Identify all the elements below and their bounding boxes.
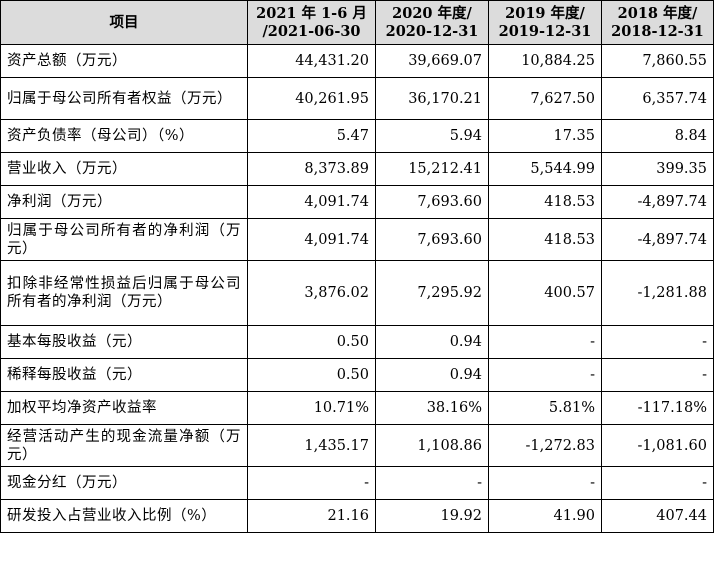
table-row: 经营活动产生的现金流量净额（万元） 1,435.17 1,108.86 -1,2… xyxy=(0,424,714,467)
row-value: 5.94 xyxy=(375,119,489,153)
row-value: 418.53 xyxy=(488,185,602,219)
row-value: 17.35 xyxy=(488,119,602,153)
table-row: 加权平均净资产收益率 10.71% 38.16% 5.81% -117.18% xyxy=(0,391,714,425)
row-value: 7,693.60 xyxy=(375,218,489,261)
table-row: 基本每股收益（元） 0.50 0.94 - - xyxy=(0,325,714,359)
row-value: - xyxy=(247,466,376,500)
header-item: 项目 xyxy=(0,0,248,45)
financial-indicators-table: 项目 2021 年 1-6 月 /2021-06-30 2020 年度/ 202… xyxy=(0,0,714,533)
row-value: -4,897.74 xyxy=(601,218,714,261)
row-value: -1,081.60 xyxy=(601,424,714,467)
row-value: 0.94 xyxy=(375,358,489,392)
header-2019: 2019 年度/ 2019-12-31 xyxy=(488,0,602,45)
row-value: 400.57 xyxy=(488,260,602,326)
row-value: - xyxy=(488,466,602,500)
row-value: 7,627.50 xyxy=(488,77,602,120)
row-value: 7,295.92 xyxy=(375,260,489,326)
row-value: 15,212.41 xyxy=(375,152,489,186)
row-value: 8.84 xyxy=(601,119,714,153)
row-label: 归属于母公司所有者的净利润（万元） xyxy=(0,218,248,261)
row-value: 5.81% xyxy=(488,391,602,425)
row-value: 39,669.07 xyxy=(375,44,489,78)
table-row: 扣除非经常性损益后归属于母公司所有者的净利润（万元） 3,876.02 7,29… xyxy=(0,260,714,326)
row-label: 经营活动产生的现金流量净额（万元） xyxy=(0,424,248,467)
table-row: 研发投入占营业收入比例（%） 21.16 19.92 41.90 407.44 xyxy=(0,499,714,533)
table-body: 资产总额（万元） 44,431.20 39,669.07 10,884.25 7… xyxy=(0,44,714,533)
table-row: 营业收入（万元） 8,373.89 15,212.41 5,544.99 399… xyxy=(0,152,714,186)
table-row: 资产总额（万元） 44,431.20 39,669.07 10,884.25 7… xyxy=(0,44,714,78)
table-row: 归属于母公司所有者权益（万元） 40,261.95 36,170.21 7,62… xyxy=(0,77,714,120)
header-row: 项目 2021 年 1-6 月 /2021-06-30 2020 年度/ 202… xyxy=(0,0,714,45)
row-value: 0.50 xyxy=(247,325,376,359)
row-label: 稀释每股收益（元） xyxy=(0,358,248,392)
row-value: - xyxy=(601,466,714,500)
row-value: - xyxy=(488,358,602,392)
row-value: 0.94 xyxy=(375,325,489,359)
row-value: 5,544.99 xyxy=(488,152,602,186)
header-line1: 2021 年 1-6 月 xyxy=(256,4,367,22)
header-line2: 2020-12-31 xyxy=(385,22,479,40)
row-value: 407.44 xyxy=(601,499,714,533)
header-line2: /2021-06-30 xyxy=(262,22,361,40)
header-line1: 2018 年度/ xyxy=(617,4,698,22)
row-label: 归属于母公司所有者权益（万元） xyxy=(0,77,248,120)
row-value: 10,884.25 xyxy=(488,44,602,78)
row-value: 1,435.17 xyxy=(247,424,376,467)
row-value: 8,373.89 xyxy=(247,152,376,186)
row-value: 0.50 xyxy=(247,358,376,392)
row-value: - xyxy=(601,325,714,359)
row-value: - xyxy=(375,466,489,500)
row-label: 净利润（万元） xyxy=(0,185,248,219)
header-2018: 2018 年度/ 2018-12-31 xyxy=(601,0,714,45)
row-value: 7,693.60 xyxy=(375,185,489,219)
row-label: 现金分红（万元） xyxy=(0,466,248,500)
row-value: 21.16 xyxy=(247,499,376,533)
row-value: 38.16% xyxy=(375,391,489,425)
row-value: 1,108.86 xyxy=(375,424,489,467)
row-value: 40,261.95 xyxy=(247,77,376,120)
row-value: 418.53 xyxy=(488,218,602,261)
row-value: 4,091.74 xyxy=(247,218,376,261)
row-value: 36,170.21 xyxy=(375,77,489,120)
table-row: 归属于母公司所有者的净利润（万元） 4,091.74 7,693.60 418.… xyxy=(0,218,714,261)
row-label: 营业收入（万元） xyxy=(0,152,248,186)
row-value: 7,860.55 xyxy=(601,44,714,78)
header-2021h1: 2021 年 1-6 月 /2021-06-30 xyxy=(247,0,376,45)
row-value: -117.18% xyxy=(601,391,714,425)
header-2020: 2020 年度/ 2020-12-31 xyxy=(375,0,489,45)
table-row: 净利润（万元） 4,091.74 7,693.60 418.53 -4,897.… xyxy=(0,185,714,219)
row-value: 3,876.02 xyxy=(247,260,376,326)
row-value: 4,091.74 xyxy=(247,185,376,219)
row-value: 5.47 xyxy=(247,119,376,153)
row-label: 资产总额（万元） xyxy=(0,44,248,78)
row-value: -1,281.88 xyxy=(601,260,714,326)
row-label: 基本每股收益（元） xyxy=(0,325,248,359)
row-value: 41.90 xyxy=(488,499,602,533)
header-line1: 2019 年度/ xyxy=(505,4,585,22)
row-value: 6,357.74 xyxy=(601,77,714,120)
row-value: - xyxy=(601,358,714,392)
row-value: 44,431.20 xyxy=(247,44,376,78)
row-value: 399.35 xyxy=(601,152,714,186)
row-label: 研发投入占营业收入比例（%） xyxy=(0,499,248,533)
row-value: 19.92 xyxy=(375,499,489,533)
row-value: - xyxy=(488,325,602,359)
row-value: -1,272.83 xyxy=(488,424,602,467)
table-row: 现金分红（万元） - - - - xyxy=(0,466,714,500)
header-line1: 2020 年度/ xyxy=(392,4,472,22)
row-label: 资产负债率（母公司）（%） xyxy=(0,119,248,153)
table-row: 资产负债率（母公司）（%） 5.47 5.94 17.35 8.84 xyxy=(0,119,714,153)
header-line2: 2018-12-31 xyxy=(611,22,704,40)
header-line2: 2019-12-31 xyxy=(498,22,592,40)
row-label: 扣除非经常性损益后归属于母公司所有者的净利润（万元） xyxy=(0,260,248,326)
row-value: -4,897.74 xyxy=(601,185,714,219)
table-header: 项目 2021 年 1-6 月 /2021-06-30 2020 年度/ 202… xyxy=(0,0,714,45)
row-value: 10.71% xyxy=(247,391,376,425)
table-row: 稀释每股收益（元） 0.50 0.94 - - xyxy=(0,358,714,392)
row-label: 加权平均净资产收益率 xyxy=(0,391,248,425)
